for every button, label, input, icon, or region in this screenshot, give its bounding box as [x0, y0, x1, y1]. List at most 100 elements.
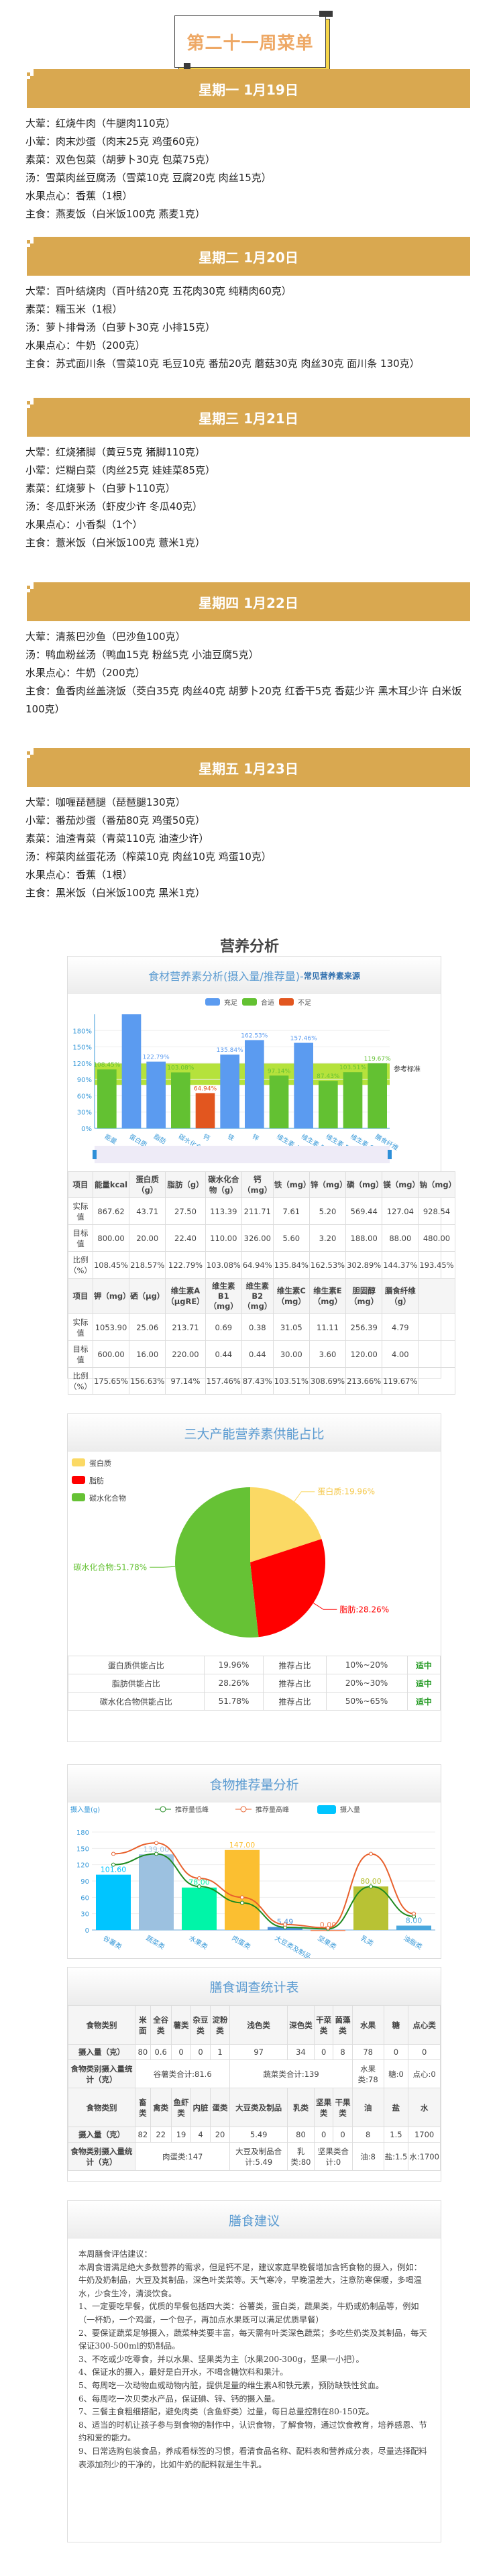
- table-row: 碳水化合物供能占比 51.78% 推荐占比 50%~65% 适中: [68, 1692, 441, 1711]
- day-header-label: 星期五 1月23日: [199, 760, 298, 777]
- table-cell: 20%~30%: [325, 1674, 408, 1693]
- column-header: 薯类: [170, 2005, 192, 2045]
- column-header: 蛋类: [209, 2088, 231, 2127]
- table-cell: 800.00: [92, 1224, 130, 1252]
- y-tick-label: 150: [76, 1845, 89, 1853]
- table-cell: 600.00: [92, 1340, 130, 1368]
- table-cell: 103.08%: [205, 1251, 242, 1279]
- menu-item: 水果点心：牛奶（200克）: [25, 339, 146, 352]
- bar-value-label: 103.51%: [339, 1065, 366, 1071]
- pie-slice[interactable]: [250, 1539, 325, 1638]
- column-header: 维生素B2（mg）: [241, 1278, 274, 1314]
- line-point: [369, 1884, 373, 1889]
- pixel-decoration: [27, 244, 30, 247]
- day-menu: 星期一 1月19日 大荤：红烧牛肉（牛腿肉110克） 小荤：肉末炒蛋（肉末25克 鸡…: [0, 69, 499, 223]
- bar: [269, 1075, 289, 1128]
- column-header: 钠（mg）: [418, 1171, 456, 1198]
- table-cell: 0: [313, 2044, 334, 2060]
- legend-label[interactable]: 脂肪: [89, 1476, 104, 1485]
- pixel-decoration: [27, 69, 30, 72]
- pixel-decoration: [30, 582, 34, 586]
- table-cell: 50%~65%: [325, 1692, 408, 1711]
- column-header: 蛋白质（g）: [129, 1171, 166, 1198]
- table-cell: 80: [134, 2044, 151, 2060]
- zoom-slider-handle-right[interactable]: [388, 1150, 392, 1159]
- group-total-cell: 谷薯类合计:81.6: [134, 2059, 231, 2088]
- table-cell: 目标值: [68, 1224, 93, 1252]
- legend-label: 合适: [261, 998, 274, 1007]
- group-total-cell: 肉蛋类:147: [134, 2142, 231, 2171]
- bar: [121, 1014, 142, 1128]
- pixel-decoration: [30, 69, 34, 72]
- line-point: [197, 1876, 201, 1880]
- menu-item: 小荤：番茄炒蛋（番茄80克 鸡蛋50克）: [25, 814, 205, 826]
- x-tick-label: 能量: [103, 1132, 119, 1146]
- pie-slice[interactable]: [250, 1487, 322, 1562]
- nutrient-analysis-panel: 食材营养素分析(摄入量/推荐量)- 常见营养素来源 充足 合适 不足 参考标准 0% 30…: [67, 956, 456, 1395]
- zoom-slider-track[interactable]: [95, 1146, 390, 1163]
- table-row: 目标值 800.00 20.00 22.40 110.00 326.00 5.60 3.20 1…: [68, 1224, 455, 1252]
- table-cell: 97.14%: [165, 1367, 206, 1395]
- y-tick-label: 30: [80, 1911, 89, 1919]
- column-header: 维生素E（mg）: [309, 1278, 347, 1314]
- menu-item: 汤：鸭血粉丝汤（鸭血15克 粉丝5克 小油豆腐5克）: [25, 649, 259, 661]
- table-cell: 推荐占比: [263, 1692, 327, 1711]
- table-cell: 82: [134, 2127, 151, 2143]
- column-header: 糖: [383, 2005, 409, 2045]
- reference-label: 参考标准: [394, 1065, 421, 1073]
- table-cell: 5.60: [272, 1224, 310, 1252]
- table-cell: 脂肪供能占比: [68, 1674, 205, 1693]
- column-header: 项目: [68, 1278, 93, 1314]
- y-tick-label: 120%: [72, 1061, 92, 1068]
- table-row: 蛋白质供能占比 19.96% 推荐占比 10%~20% 适中: [68, 1656, 441, 1674]
- group-total-cell: 食物类别摄入量统计（克）: [68, 2142, 135, 2171]
- legend-label[interactable]: 推荐量低峰: [175, 1805, 209, 1814]
- column-header: 干菜类: [313, 2005, 334, 2045]
- bar: [171, 1072, 190, 1128]
- table-cell: 1: [209, 2044, 231, 2060]
- menu-item: 汤：冬瓜虾米汤（虾皮少许 冬瓜40克）: [25, 500, 203, 513]
- legend-label[interactable]: 蛋白质: [89, 1458, 111, 1468]
- pixel-decoration: [27, 405, 30, 408]
- menu-item: 水果点心：牛奶（200克）: [25, 667, 146, 679]
- day-menu: 星期四 1月22日 大荤：清蒸巴沙鱼（巴沙鱼100克） 汤：鸭血粉丝汤（鸭血15克 …: [0, 582, 499, 718]
- table-cell: 108.45%: [92, 1251, 130, 1279]
- table-row: 摄入量（克） 80 0.6 0 0 1 97 34 0 8 78 0 0: [68, 2044, 441, 2060]
- bar-value-label: 122.79%: [143, 1055, 170, 1061]
- nutrient-source-link[interactable]: 常见营养素来源: [303, 971, 360, 981]
- table-cell: 218.57%: [129, 1251, 166, 1279]
- legend-label[interactable]: 摄入量: [340, 1805, 360, 1814]
- column-header: 项目: [68, 1171, 93, 1198]
- bar: [146, 1061, 166, 1128]
- legend-label: 不足: [298, 999, 311, 1007]
- table-cell: 119.67%: [382, 1367, 419, 1395]
- group-total-cell: 大豆及制品合计:5.49: [229, 2142, 288, 2171]
- table-row: 食物类别摄入量统计（克） 肉蛋类:147 大豆及制品合计:5.49 乳类:80 坚果类合…: [68, 2142, 441, 2171]
- day-header: 星期四 1月22日: [27, 582, 470, 621]
- group-total-cell: 坚果类合计:0: [313, 2142, 353, 2171]
- group-total-cell: 乳类:80: [287, 2142, 315, 2171]
- legend-label[interactable]: 推荐量高峰: [256, 1805, 289, 1814]
- label-leader: [313, 1603, 337, 1610]
- legend-label[interactable]: 碳水化合物: [89, 1493, 126, 1503]
- column-header: 鱼虾类: [170, 2088, 192, 2127]
- x-tick-label: 钙: [202, 1132, 212, 1142]
- pie-slice[interactable]: [175, 1487, 259, 1638]
- bar: [225, 1849, 260, 1930]
- table-header-row: 食物类别 米面 全谷类 薯类 杂豆类 淀粉类 浅色类 深色类 干菜类 菌藻类 水果糖点心类: [68, 2005, 441, 2045]
- menu-item: 主食：苏式面川条（雪菜10克 毛豆10克 番茄20克 蘑菇30克 肉丝30克 面…: [25, 358, 420, 370]
- line-point: [240, 1895, 244, 1900]
- zoom-slider-handle-left[interactable]: [93, 1150, 97, 1159]
- menu-item: 水果点心：香蕉（1根）: [25, 869, 133, 881]
- table-cell: 实际值: [68, 1313, 93, 1341]
- group-total-cell: 油:8: [351, 2142, 384, 2171]
- pixel-decoration: [30, 751, 34, 755]
- table-cell: 78: [351, 2044, 384, 2060]
- x-tick-label: 脂肪: [152, 1132, 168, 1146]
- advice-text: 本周膳食评估建议： 本周食谱满足绝大多数营养的需求，但是钙不足，建议家庭早晚餐增…: [78, 2249, 427, 2469]
- page-title-banner: 第二十一周菜单: [174, 11, 333, 80]
- table-header-row: 项目 钾（mg） 硒（μg） 维生素A（μgRE） 维生素B1（mg） 维生素B2（mg）…: [68, 1278, 455, 1314]
- bar: [368, 1063, 387, 1128]
- table-cell: 5.20: [309, 1197, 347, 1225]
